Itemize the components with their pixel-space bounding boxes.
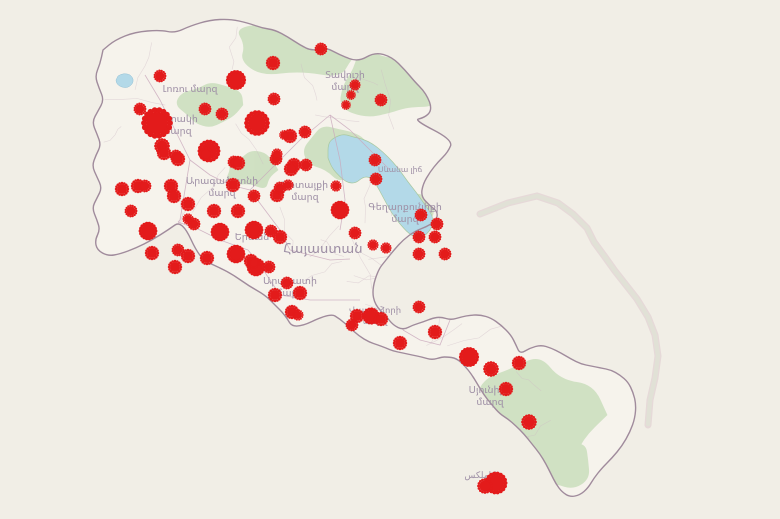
svg-text:Հայաստան: Հայաստան <box>283 239 362 258</box>
svg-text:մարզ: մարզ <box>291 189 319 203</box>
svg-text:մարզ: մարզ <box>476 394 504 408</box>
svg-text:Լոռու մարզ: Լոռու մարզ <box>162 81 218 95</box>
svg-text:Սևանա լիճ: Սևանա լիճ <box>378 164 423 175</box>
